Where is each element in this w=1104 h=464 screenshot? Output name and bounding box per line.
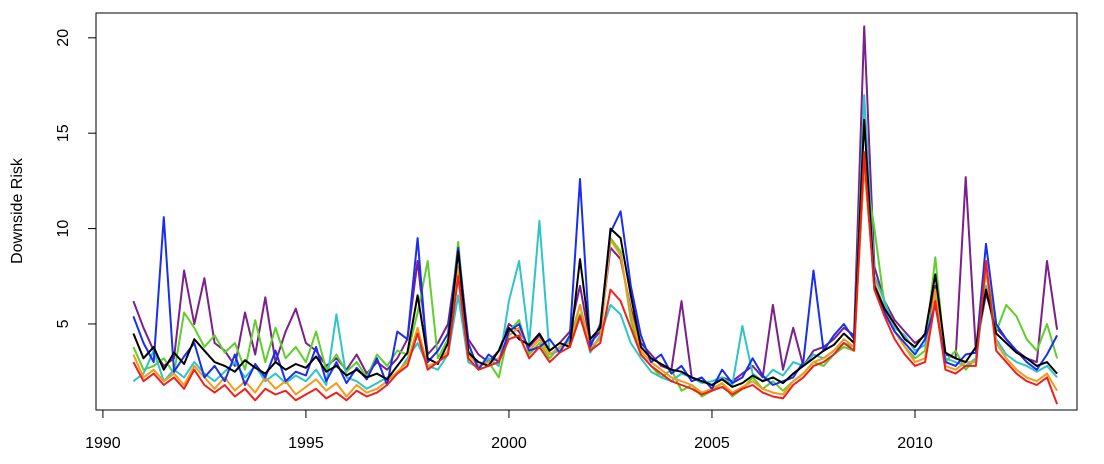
plot-frame bbox=[95, 12, 1078, 411]
y-tick-label: 20 bbox=[55, 29, 72, 47]
x-tick-label: 2005 bbox=[694, 435, 730, 452]
x-tick-label: 1995 bbox=[288, 435, 324, 452]
series-line bbox=[132, 151, 1059, 405]
y-tick-label: 15 bbox=[55, 124, 72, 142]
series-line bbox=[132, 25, 1059, 386]
x-tick-label: 1990 bbox=[85, 435, 121, 452]
x-tick-label: 2010 bbox=[897, 435, 933, 452]
y-axis-label: Downside Risk bbox=[9, 157, 26, 264]
y-tick-label: 10 bbox=[55, 220, 72, 238]
series-line bbox=[132, 166, 1058, 398]
series-line bbox=[132, 118, 1058, 388]
y-tick-label: 5 bbox=[55, 319, 72, 328]
x-tick-label: 2000 bbox=[491, 435, 527, 452]
series-line bbox=[132, 151, 1058, 390]
